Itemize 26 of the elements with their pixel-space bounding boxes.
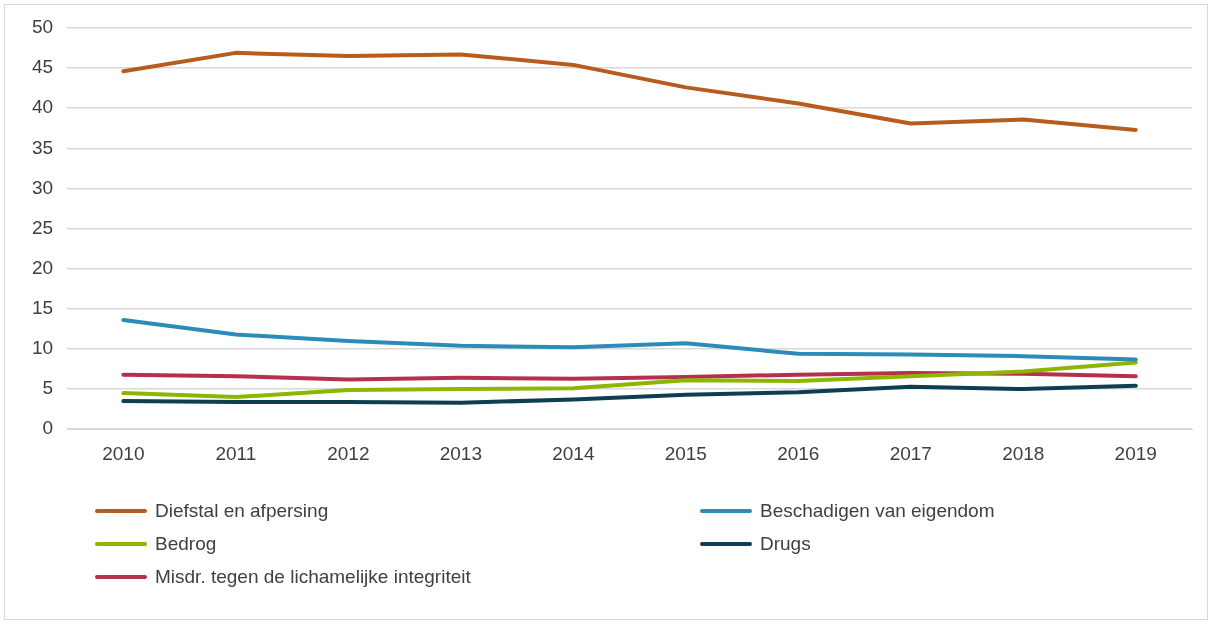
x-tick-label: 2017 xyxy=(889,442,932,464)
y-tick-label: 5 xyxy=(42,377,54,399)
x-tick-label: 2014 xyxy=(552,442,595,464)
legend-label: Drugs xyxy=(760,533,811,555)
x-tick-label: 2011 xyxy=(215,442,257,464)
x-tick-label: 2010 xyxy=(102,442,145,464)
y-tick-label: 20 xyxy=(31,256,54,278)
y-tick-label: 15 xyxy=(31,297,54,319)
y-tick-label: 50 xyxy=(31,16,54,38)
x-tick-label: 2015 xyxy=(664,442,707,464)
y-tick-label: 10 xyxy=(31,337,54,359)
x-tick-label: 2016 xyxy=(777,442,820,464)
x-tick-label: 2019 xyxy=(1114,442,1157,464)
y-tick-label: 40 xyxy=(31,96,54,118)
legend-label: Misdr. tegen de lichamelijke integriteit xyxy=(155,566,471,588)
x-tick-label: 2018 xyxy=(1002,442,1045,464)
x-tick-label: 2013 xyxy=(439,442,482,464)
y-tick-label: 35 xyxy=(31,136,54,158)
legend-label: Diefstal en afpersing xyxy=(155,500,329,522)
legend-label: Bedrog xyxy=(155,533,217,555)
y-tick-label: 0 xyxy=(42,417,54,439)
legend-label: Beschadigen van eigendom xyxy=(760,500,995,522)
y-tick-label: 45 xyxy=(31,56,54,78)
y-tick-label: 30 xyxy=(31,176,54,198)
x-tick-label: 2012 xyxy=(327,442,370,464)
y-tick-label: 25 xyxy=(31,216,54,238)
